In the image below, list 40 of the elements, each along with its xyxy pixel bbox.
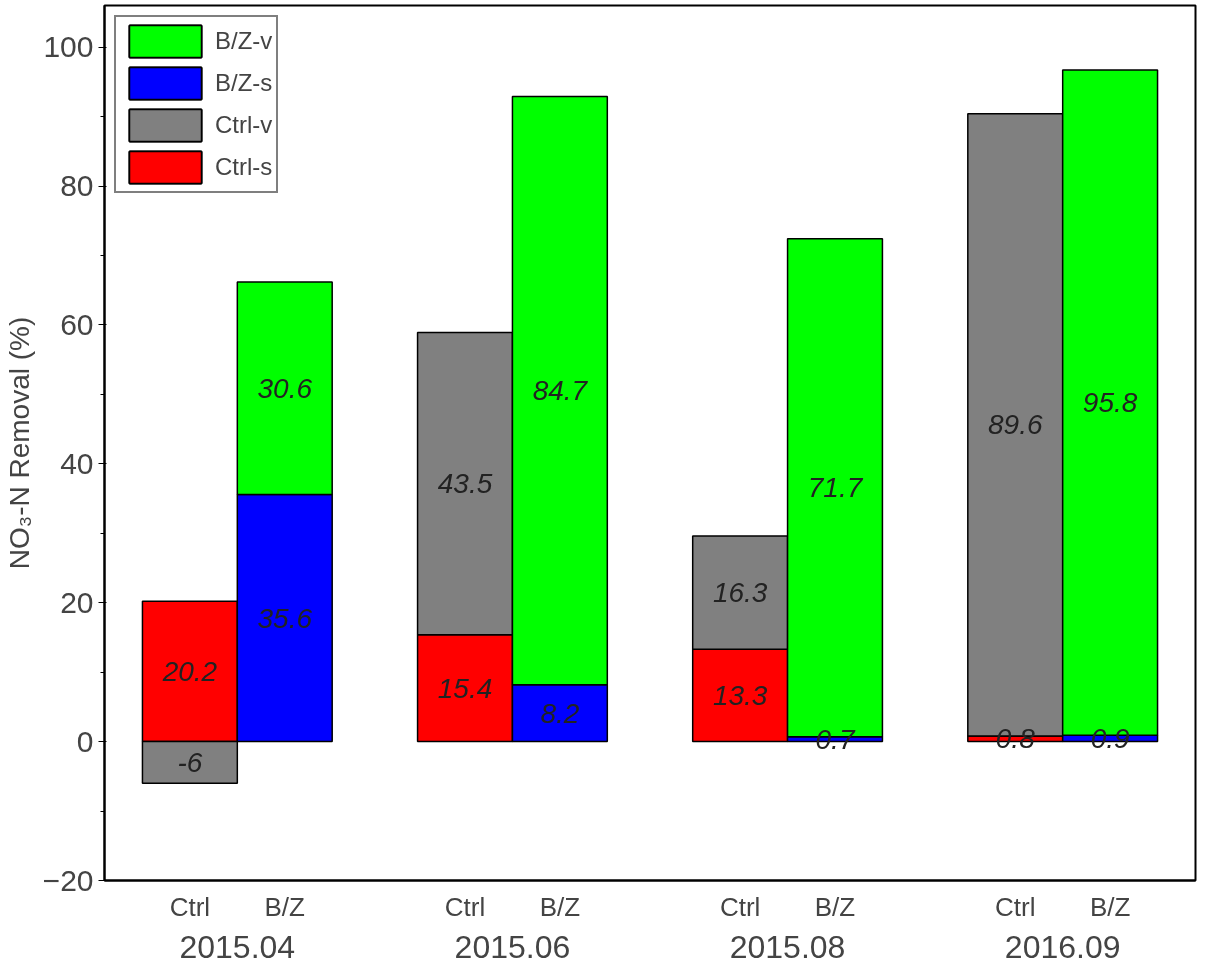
legend-label: Ctrl-s (215, 153, 273, 181)
x-tick-label: B/Z (814, 891, 856, 922)
x-tick-label: Ctrl (169, 891, 211, 922)
data-label: -6 (177, 746, 203, 778)
y-tick-label: 60 (60, 307, 94, 341)
data-label: 95.8 (1082, 387, 1138, 419)
x-tick-label: Ctrl (719, 891, 761, 922)
y-tick-label: 20 (60, 585, 94, 619)
x-tick-label: B/Z (1089, 891, 1131, 922)
y-tick-label: 0 (76, 724, 94, 758)
data-label: 84.7 (532, 375, 589, 407)
y-tick-label: 100 (43, 30, 94, 64)
data-label: 16.3 (712, 577, 768, 609)
y-axis-title: NO₃-N Removal (%) (3, 316, 35, 570)
data-label: 43.5 (437, 468, 493, 500)
text: 2015.08 (729, 928, 846, 965)
legend-label: Ctrl-v (215, 111, 273, 139)
y-tick-label: 40 (60, 446, 94, 480)
data-label: 71.7 (807, 472, 864, 504)
data-label: 30.6 (257, 372, 313, 404)
data-label: 8.2 (540, 697, 580, 729)
x-tick-label: B/Z (539, 891, 581, 922)
data-label: 20.2 (161, 655, 218, 687)
legend-label: B/Z-s (215, 69, 273, 97)
data-label: 35.6 (257, 602, 313, 634)
text: 2016.09 (1004, 928, 1121, 965)
data-label: 13.3 (712, 679, 768, 711)
data-label: 0.7 (815, 723, 856, 755)
x-tick-label: Ctrl (995, 891, 1036, 922)
y-tick-label: −20 (42, 863, 94, 897)
data-label: 89.6 (988, 409, 1043, 441)
data-label: 0.8 (995, 723, 1036, 755)
data-label: 0.9 (1090, 722, 1130, 754)
y-tick-label: 80 (60, 169, 94, 203)
text: 2015.06 (454, 928, 571, 965)
text: 2015.04 (179, 928, 296, 965)
x-tick-label: Ctrl (444, 891, 486, 922)
x-tick-label: B/Z (264, 891, 306, 922)
legend-label: B/Z-v (215, 27, 273, 55)
data-label: 15.4 (437, 672, 493, 704)
